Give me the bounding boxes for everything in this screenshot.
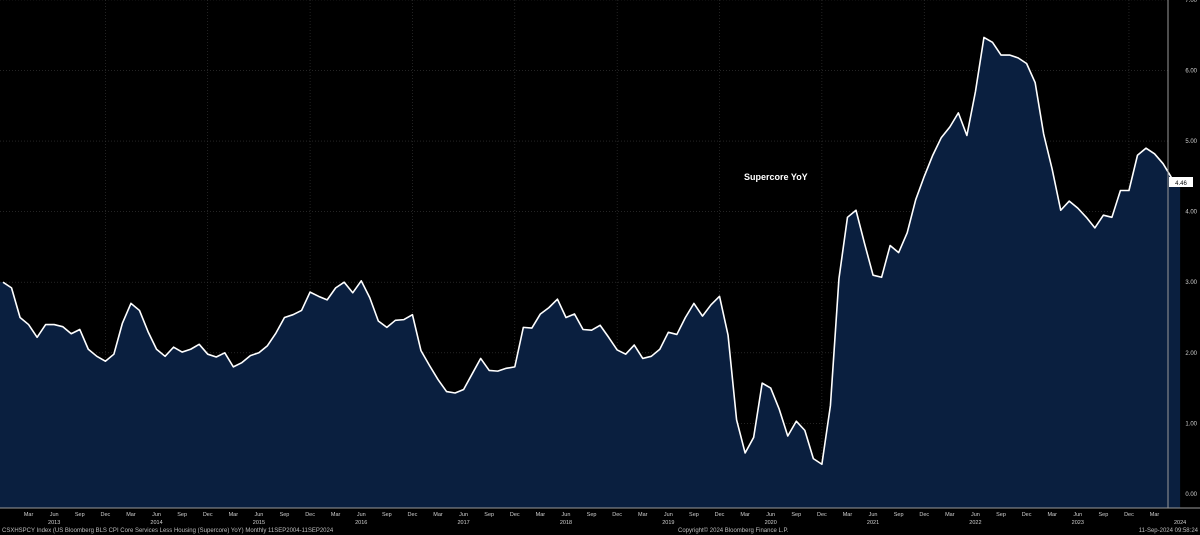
x-tick-label: Mar (331, 512, 341, 518)
x-tick-label: Sep (75, 512, 85, 518)
footer-copyright: Copyright© 2024 Bloomberg Finance L.P. (678, 528, 789, 534)
x-year-label: 2019 (662, 520, 674, 526)
x-tick-label: Mar (1150, 512, 1160, 518)
x-tick-label: Dec (1022, 512, 1032, 518)
x-tick-label: Dec (817, 512, 827, 518)
series-line (2, 36, 1181, 466)
x-tick-label: Sep (382, 512, 392, 518)
x-tick-label: Jun (459, 512, 468, 518)
x-tick-label: Mar (126, 512, 136, 518)
x-tick-label: Sep (996, 512, 1006, 518)
x-tick-label: Mar (536, 512, 546, 518)
x-year-label: 2016 (355, 520, 367, 526)
footer-ticker-description: CSXHSPCY Index (US Bloomberg BLS CPI Cor… (2, 528, 334, 534)
x-tick-label: Dec (510, 512, 520, 518)
x-tick-label: Jun (664, 512, 673, 518)
y-tick-label: 6.00 (1185, 69, 1197, 75)
x-year-label: 2021 (867, 520, 879, 526)
x-year-label: 2013 (48, 520, 60, 526)
x-tick-label: Jun (254, 512, 263, 518)
x-tick-label: Dec (100, 512, 110, 518)
x-tick-label: Sep (894, 512, 904, 518)
y-tick-label: 3.00 (1185, 280, 1197, 286)
x-year-label: 2023 (1072, 520, 1084, 526)
y-tick-label: 5.00 (1185, 139, 1197, 145)
x-tick-label: Mar (1047, 512, 1057, 518)
x-tick-label: Jun (766, 512, 775, 518)
x-tick-label: Sep (587, 512, 597, 518)
x-tick-label: Sep (689, 512, 699, 518)
x-tick-label: Mar (433, 512, 443, 518)
series-annotation: Supercore YoY (744, 172, 808, 182)
y-tick-label: 7.00 (1185, 0, 1197, 4)
x-tick-label: Mar (945, 512, 955, 518)
x-tick-label: Dec (408, 512, 418, 518)
x-tick-label: Jun (971, 512, 980, 518)
x-tick-label: Jun (152, 512, 161, 518)
x-tick-label: Sep (1098, 512, 1108, 518)
footer: CSXHSPCY Index (US Bloomberg BLS CPI Cor… (0, 527, 1200, 535)
x-tick-label: Jun (357, 512, 366, 518)
x-tick-label: Sep (177, 512, 187, 518)
x-axis-year-labels: 2013 2014 2015 2016 2017 2018 2019 2020 2021 2022… (48, 520, 1186, 526)
x-tick-label: Dec (919, 512, 929, 518)
x-tick-label: Mar (843, 512, 853, 518)
x-tick-label: Sep (484, 512, 494, 518)
y-axis-tick-labels: 0.00 1.00 2.00 3.00 4.00 5.00 6.00 7.00 (1185, 0, 1197, 498)
x-tick-label: Dec (305, 512, 315, 518)
y-tick-label: 1.00 (1185, 421, 1197, 427)
x-tick-label: Dec (612, 512, 622, 518)
x-year-label: 2015 (253, 520, 265, 526)
x-tick-label: Dec (1124, 512, 1134, 518)
x-year-label: 2018 (560, 520, 572, 526)
x-tick-label: Jun (1073, 512, 1082, 518)
y-tick-label: 2.00 (1185, 351, 1197, 357)
x-tick-label: Sep (280, 512, 290, 518)
y-tick-label: 0.00 (1185, 492, 1197, 498)
last-value-label: 4.46 (1175, 181, 1187, 187)
x-tick-label: Mar (638, 512, 648, 518)
series-area (0, 37, 1181, 508)
x-tick-label: Mar (229, 512, 239, 518)
x-tick-label: Mar (24, 512, 34, 518)
x-axis-month-labels: Mar Jun Sep Dec Mar Jun Sep Dec Mar Jun Sep Dec Mar J… (24, 512, 1160, 518)
x-tick-label: Sep (791, 512, 801, 518)
y-tick-label: 4.00 (1185, 210, 1197, 216)
x-year-label: 2020 (765, 520, 777, 526)
x-tick-label: Dec (715, 512, 725, 518)
x-year-label: 2024 (1174, 520, 1186, 526)
x-tick-label: Jun (562, 512, 571, 518)
x-year-label: 2014 (150, 520, 162, 526)
x-tick-label: Jun (869, 512, 878, 518)
x-tick-label: Mar (740, 512, 750, 518)
x-year-label: 2022 (969, 520, 981, 526)
x-tick-label: Jun (50, 512, 59, 518)
x-tick-label: Dec (203, 512, 213, 518)
last-value-tag: 4.46 (1169, 177, 1193, 187)
x-year-label: 2017 (457, 520, 469, 526)
footer-timestamp: 11-Sep-2024 09:58:24 (1138, 528, 1198, 534)
